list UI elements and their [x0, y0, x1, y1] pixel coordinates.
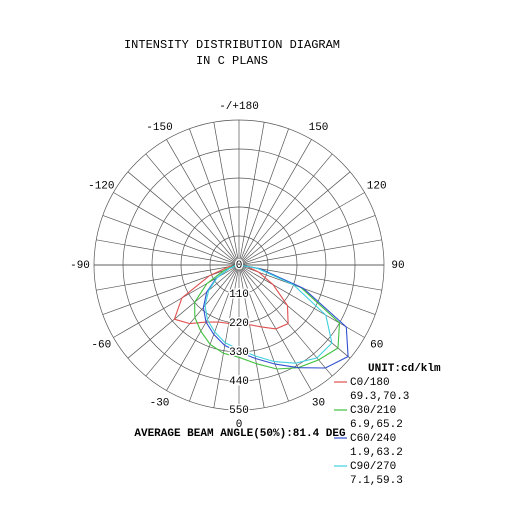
legend-label: C30/210 [350, 405, 396, 417]
grid-line [96, 264, 240, 291]
unit-label: UNIT:cd/klm [368, 363, 441, 375]
legend-beam-angles: 1.9,63.2 [350, 447, 403, 459]
grid-line [238, 171, 351, 266]
grid-line [127, 171, 240, 266]
grid-line [127, 264, 240, 359]
legend-label: C90/270 [350, 461, 396, 473]
grid-line [145, 153, 240, 266]
legend-beam-angles: 69.3,70.3 [350, 391, 409, 403]
intensity-curve [204, 264, 333, 364]
grid-line [238, 264, 265, 408]
grid-line [238, 264, 382, 291]
legend-label: C0/180 [350, 377, 390, 389]
grid-line [213, 264, 240, 408]
radial-tick-label: 0 [236, 260, 243, 272]
angle-label: -60 [91, 339, 111, 351]
angle-label: 120 [367, 180, 387, 192]
angle-label: 150 [309, 122, 329, 134]
grid [93, 119, 385, 411]
grid-line [102, 215, 240, 266]
radial-tick-label: 220 [229, 318, 249, 330]
grid-line [145, 264, 240, 377]
angle-label: 60 [370, 339, 383, 351]
grid-line [189, 264, 240, 402]
legend-label: C60/240 [350, 433, 396, 445]
grid-circle [180, 206, 298, 324]
chart-title: INTENSITY DISTRIBUTION DIAGRAM [124, 38, 340, 52]
legend-beam-angles: 6.9,65.2 [350, 419, 403, 431]
angle-label: 0 [236, 419, 243, 431]
legend-beam-angles: 7.1,59.3 [350, 475, 403, 487]
angle-label: -30 [150, 398, 170, 410]
grid-line [238, 215, 376, 266]
angle-label: 90 [391, 260, 404, 272]
grid-line [238, 192, 365, 266]
angle-label: -120 [88, 180, 114, 192]
grid-line [238, 153, 333, 266]
radial-tick-label: 330 [229, 347, 249, 359]
grid-circle [122, 148, 356, 382]
grid-line [102, 264, 240, 315]
grid-line [213, 122, 240, 266]
grid-line [113, 192, 240, 266]
grid-line [238, 264, 289, 402]
grid-line [238, 139, 312, 266]
grid-line [189, 128, 240, 266]
angle-label: -90 [70, 260, 90, 272]
angle-label: -150 [146, 122, 172, 134]
radial-tick-label: 550 [229, 405, 249, 417]
intensity-curve [173, 264, 289, 330]
angle-label: 30 [312, 398, 325, 410]
radial-tick-label: 110 [229, 289, 249, 301]
grid-circle [93, 119, 385, 411]
grid-circle [209, 235, 269, 295]
grid-line [238, 122, 265, 266]
annotation: AVERAGE BEAM ANGLE(50%):81.4 DEG [134, 428, 346, 440]
angle-label: -/+180 [219, 101, 259, 113]
grid-line [238, 264, 312, 391]
grid-line [166, 264, 240, 391]
radial-tick-label: 440 [229, 376, 249, 388]
grid-line [238, 264, 365, 338]
grid-line [238, 264, 376, 315]
grid-line [238, 128, 289, 266]
intensity-curve [194, 264, 341, 370]
grid-line [96, 239, 240, 266]
grid-line [166, 139, 240, 266]
chart-subtitle: IN C PLANS [196, 54, 268, 68]
grid-line [238, 239, 382, 266]
